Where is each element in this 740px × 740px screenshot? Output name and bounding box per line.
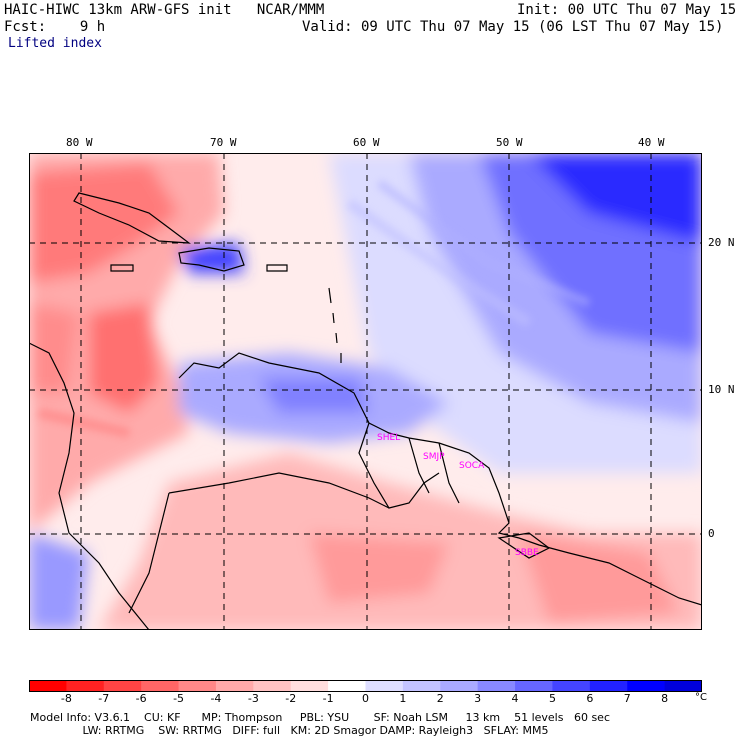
colorbar-tick-label: -6 <box>135 692 147 705</box>
colorbar-tick-label: 7 <box>623 692 631 705</box>
colorbar-tick-label: 3 <box>474 692 482 705</box>
colorbar-tick-label: -5 <box>173 692 185 705</box>
colorbar-tick-label: -8 <box>60 692 72 705</box>
model-title: HAIC-HIWC 13km ARW-GFS init NCAR/MMM <box>4 2 325 18</box>
colorbar-unit: °C <box>695 692 707 703</box>
colorbar-tick-label: -1 <box>322 692 334 705</box>
colorbar-swatch <box>664 680 702 692</box>
forecast-hour: Fcst: 9 h <box>4 19 106 35</box>
colorbar-tick-label: 4 <box>511 692 519 705</box>
colorbar-tick-label: -4 <box>210 692 222 705</box>
field-name: Lifted index <box>8 36 102 51</box>
colorbar-swatch <box>29 680 67 692</box>
colorbar-tick-label: -3 <box>247 692 259 705</box>
colorbar-swatch <box>66 680 105 692</box>
lon-label-70w: 70 W <box>210 136 237 149</box>
lat-label-0: 0 <box>708 527 715 540</box>
station-soca: SOCA <box>459 461 485 471</box>
colorbar-swatch <box>253 680 292 692</box>
colorbar-swatch <box>141 680 180 692</box>
station-sbbe: SBBE <box>515 548 539 558</box>
lat-label-20n: 20 N <box>708 236 735 249</box>
model-info-line1: Model Info: V3.6.1 CU: KF MP: Thompson P… <box>30 711 610 724</box>
colorbar-tick-label: 6 <box>586 692 594 705</box>
colorbar-tick-label: 5 <box>548 692 556 705</box>
colorbar-swatch <box>477 680 516 692</box>
colorbar-swatch <box>290 680 329 692</box>
lon-label-60w: 60 W <box>353 136 380 149</box>
colorbar-swatch <box>215 680 254 692</box>
model-info-line2: LW: RRTMG SW: RRTMG DIFF: full KM: 2D Sm… <box>30 724 549 737</box>
lon-label-80w: 80 W <box>66 136 93 149</box>
colorbar-swatch <box>402 680 441 692</box>
colorbar-swatch <box>515 680 553 692</box>
lat-label-10n: 10 N <box>708 383 735 396</box>
station-smjp: SMJP <box>423 452 445 462</box>
colorbar-swatch <box>328 680 366 692</box>
colorbar-tick-label: -2 <box>285 692 297 705</box>
station-shel: SHEL <box>377 433 400 443</box>
lifted-index-map: SHEL SMJP SOCA SBBE <box>29 153 702 630</box>
colorbar-tick-label: 1 <box>399 692 407 705</box>
valid-time: Valid: 09 UTC Thu 07 May 15 (06 LST Thu … <box>302 19 724 35</box>
colorbar-swatch <box>178 680 217 692</box>
colorbar-swatch <box>440 680 479 692</box>
lon-label-40w: 40 W <box>638 136 665 149</box>
colorbar-tick-label: 8 <box>661 692 669 705</box>
colorbar-tick-label: -7 <box>98 692 110 705</box>
colorbar-tick-label: 0 <box>362 692 369 705</box>
colorbar-tick-label: 2 <box>436 692 444 705</box>
colorbar <box>29 680 702 692</box>
colorbar-swatch <box>365 680 404 692</box>
colorbar-swatch <box>627 680 666 692</box>
colorbar-swatch <box>103 680 142 692</box>
colorbar-swatch <box>552 680 591 692</box>
lon-label-50w: 50 W <box>496 136 523 149</box>
colorbar-swatch <box>589 680 628 692</box>
init-time: Init: 00 UTC Thu 07 May 15 <box>517 2 737 18</box>
